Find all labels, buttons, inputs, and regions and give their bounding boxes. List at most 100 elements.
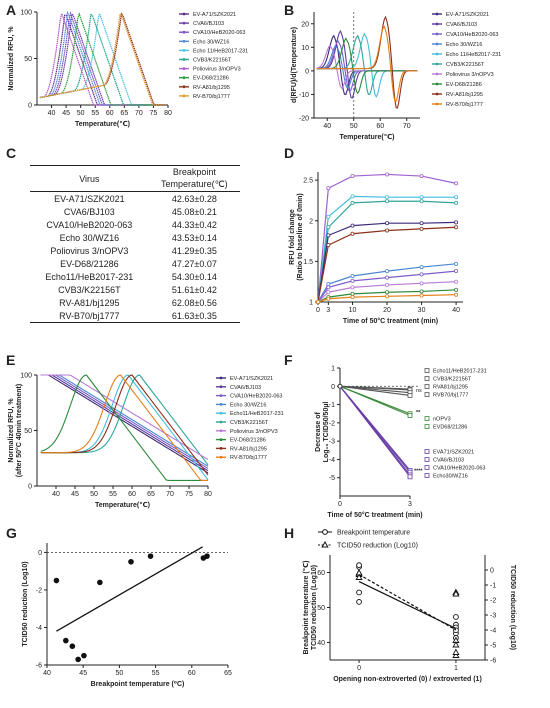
- data-point: [326, 285, 331, 290]
- legend-marker: [182, 21, 186, 25]
- y-tick-label: 100: [20, 373, 32, 380]
- bp-point: [453, 627, 459, 634]
- y-tick-label: 100: [20, 10, 32, 17]
- y-tick-label: 50: [24, 428, 32, 435]
- legend-label: RVA81/bj1295: [433, 385, 468, 391]
- data-point: [326, 296, 331, 301]
- data-point: [419, 289, 424, 294]
- y-tick-label: -5: [329, 475, 335, 482]
- data-point: [350, 231, 355, 236]
- y-axis-label: d(RFU)/d(Temperature): [291, 27, 298, 103]
- legend-marker: [435, 52, 439, 56]
- y-tick-label: 0: [28, 484, 32, 491]
- legend-label: CVA6/BJ103: [230, 385, 261, 391]
- table-cell-virus: RV-A81/bj1295: [59, 297, 120, 308]
- table-cell-breakpoint: 62.08±0.56: [171, 297, 217, 308]
- legend-marker: [424, 473, 430, 478]
- table-row: Echo11/HeB2017-231 54.30±0.14: [30, 270, 240, 283]
- series-line-4: [317, 226, 457, 303]
- legend-marker: [424, 457, 430, 462]
- x-tick-label: 3: [326, 307, 330, 314]
- legend-marker: [435, 92, 439, 96]
- y2-axis-label: TCID50 reduction (Log10): [509, 565, 516, 650]
- x-tick-label: 55: [109, 491, 117, 498]
- legend-marker: [182, 58, 186, 61]
- panel-letter-a: A: [6, 2, 17, 18]
- table-cell-breakpoint: 42.63±0.28: [171, 193, 217, 204]
- table-cell-virus: CVB3/K22156T: [58, 284, 121, 295]
- series-line-Echo 30/WZ16: [40, 374, 209, 467]
- legend-label: EV-D68/21286: [193, 76, 229, 82]
- legend-label: RV-A81/bj1295: [230, 446, 267, 452]
- data-point: [454, 261, 459, 266]
- data-point: [419, 265, 424, 270]
- x-tick-label: 70: [166, 491, 174, 498]
- panel-letter-g: G: [6, 525, 17, 541]
- data-point: [419, 199, 424, 204]
- table-cell-virus: EV-A71/SZK2021: [54, 193, 125, 204]
- y-tick-label: 1: [331, 366, 335, 373]
- legend-label: EV-D68/21286: [230, 438, 266, 444]
- x-tick-label: 65: [224, 670, 232, 677]
- x-tick-label: 70: [135, 110, 143, 117]
- x-tick-label: 80: [204, 491, 212, 498]
- table-row: CVB3/K22156T 51.61±0.42: [30, 283, 240, 296]
- legend-label: Echo 30/WZ16: [446, 42, 482, 48]
- x-tick-label: 60: [188, 670, 196, 677]
- x-axis-label: Temperature(℃): [95, 501, 150, 509]
- legend-label: EV-A71/SZK2021: [193, 12, 236, 18]
- legend-label: CVA6/BJ103: [433, 458, 464, 464]
- y-tick-label: -3: [329, 439, 335, 446]
- y-tick-label: 20: [301, 21, 309, 28]
- x-axis-label: Breakpoint temperature (⁰C): [91, 680, 185, 688]
- legend-marker: [435, 102, 439, 106]
- table-cell-virus: CVA10/HeB2020-063: [46, 219, 133, 230]
- y-tick-label: 60: [317, 570, 325, 577]
- series-line-0: [317, 173, 457, 303]
- y-axis-label: Normalized RFU, %: [8, 26, 15, 91]
- series-line-EV-D68/21286: [316, 37, 418, 95]
- legend-marker: [219, 429, 223, 433]
- y-tick-label: 1: [309, 300, 313, 307]
- data-point: [326, 186, 331, 191]
- data-point: [419, 281, 424, 286]
- table-row: EV-D68/21286 47.27±0.07: [30, 257, 240, 270]
- series-line-2: [317, 200, 457, 303]
- data-point: [407, 393, 413, 398]
- legend-label: CVB3/K22156T: [433, 377, 472, 383]
- y-tick-label: -2: [36, 587, 42, 594]
- legend-marker: [219, 420, 223, 424]
- data-point: [454, 195, 459, 200]
- x-tick-label: 50: [350, 123, 358, 130]
- x-tick-label: 50: [116, 670, 124, 677]
- legend-marker: [182, 85, 186, 89]
- x-tick-label: 3: [408, 501, 412, 508]
- table-row: CVA6/BJ103 45.08±0.21: [30, 205, 240, 218]
- panel-letter-h: H: [284, 525, 295, 541]
- scatter-point: [128, 558, 134, 565]
- data-point: [385, 294, 390, 299]
- y-tick-label: 0: [28, 103, 32, 110]
- x-tick-label: 70: [403, 123, 411, 130]
- panel-letter-e: E: [6, 352, 16, 368]
- x-tick-label: 10: [349, 307, 357, 314]
- x-tick-label: 75: [185, 491, 193, 498]
- y-tick-label: 2: [309, 218, 313, 225]
- y-tick-label: -20: [299, 116, 309, 123]
- table-cell-virus: Echo11/HeB2017-231: [45, 271, 134, 282]
- x-axis-label: Time of 50°C treatment (min): [343, 317, 438, 325]
- legend-label: Echo30/WZ16: [433, 474, 468, 480]
- tc-point: [452, 651, 460, 658]
- legend-marker: [219, 394, 223, 397]
- scatter-point: [63, 637, 69, 644]
- data-point: [350, 295, 355, 300]
- table-row: RV-B70/bj1777 61.63±0.35: [30, 309, 240, 323]
- x-axis-label: Opening non-extroverted (0) / extroverte…: [333, 676, 482, 683]
- data-point: [454, 181, 459, 186]
- annotation-star4: ****: [414, 468, 423, 474]
- scatter-point: [97, 579, 103, 586]
- bp-point: [356, 562, 362, 569]
- y-tick-label: 50: [317, 605, 325, 612]
- legend-marker: [424, 376, 430, 381]
